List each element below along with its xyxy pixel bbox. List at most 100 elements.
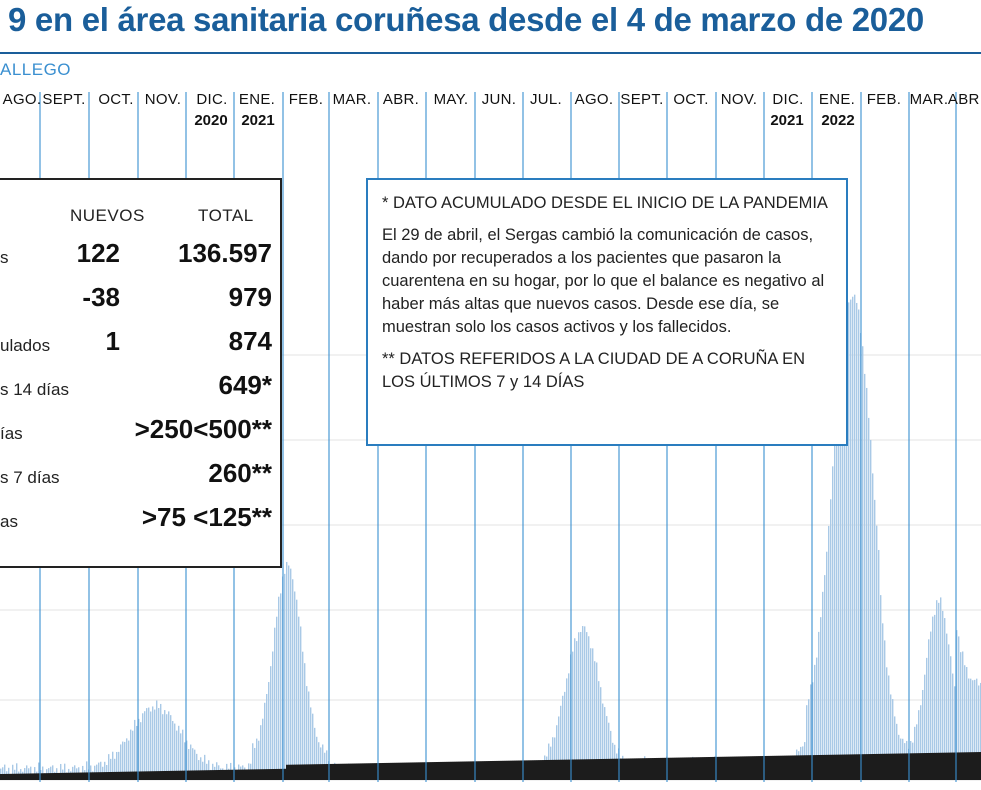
- cumulative-bar: [340, 763, 342, 780]
- daily-case-bar: [938, 602, 940, 779]
- daily-case-bar: [926, 657, 928, 779]
- cumulative-bar: [152, 771, 154, 780]
- daily-case-bar: [34, 767, 36, 779]
- cumulative-bar: [796, 755, 798, 780]
- stat-row: ías >250<500**: [0, 414, 280, 454]
- cumulative-bar: [760, 756, 762, 780]
- daily-case-bar: [150, 711, 152, 779]
- daily-case-bar: [606, 716, 608, 779]
- cumulative-bar: [604, 758, 606, 780]
- cumulative-bar: [232, 769, 234, 780]
- cumulative-bar: [72, 772, 74, 780]
- cumulative-bar: [914, 753, 916, 780]
- daily-case-bar: [182, 729, 184, 779]
- cumulative-bar: [922, 753, 924, 780]
- daily-case-bar: [168, 711, 170, 779]
- cumulative-bar: [568, 759, 570, 780]
- cumulative-bar: [204, 770, 206, 780]
- month-labels: AGO. SEPT. OCT. NOV. DIC. ENE. FEB. MAR. ABR. MAY…: [3, 91, 981, 108]
- cumulative-bar: [372, 763, 374, 780]
- daily-case-bar: [920, 705, 922, 779]
- cumulative-bar: [654, 758, 656, 780]
- daily-case-bar: [966, 667, 968, 779]
- daily-case-bar: [260, 725, 262, 779]
- daily-case-bar: [184, 742, 186, 779]
- cumulative-bar: [714, 756, 716, 780]
- cumulative-bar: [650, 758, 652, 780]
- daily-case-bar: [268, 682, 270, 779]
- daily-case-bar: [894, 716, 896, 779]
- daily-case-bar: [278, 596, 280, 779]
- cumulative-bar: [188, 770, 190, 780]
- month-label: FEB.: [289, 91, 324, 108]
- daily-case-bar: [138, 718, 140, 779]
- month-label: MAR.: [910, 91, 949, 108]
- month-label: NOV.: [145, 91, 182, 108]
- cumulative-bar: [332, 763, 334, 780]
- cumulative-bar: [514, 760, 516, 780]
- daily-case-bar: [944, 618, 946, 779]
- cumulative-bar: [50, 773, 52, 780]
- cumulative-bar: [636, 758, 638, 780]
- cumulative-bar: [108, 772, 110, 780]
- cumulative-bar: [638, 758, 640, 780]
- daily-case-bar: [814, 664, 816, 779]
- cumulative-bar: [158, 771, 160, 780]
- daily-case-bar: [834, 444, 836, 779]
- daily-case-bar: [30, 766, 32, 779]
- cumulative-bar: [576, 759, 578, 780]
- daily-case-bar: [824, 575, 826, 779]
- cumulative-bar: [600, 758, 602, 780]
- cumulative-bar: [162, 771, 164, 780]
- daily-case-bar: [866, 387, 868, 779]
- cumulative-bar: [44, 773, 46, 780]
- daily-case-bar: [936, 600, 938, 779]
- cumulative-bar: [970, 752, 972, 780]
- cumulative-bar: [776, 755, 778, 780]
- cumulative-bar: [36, 773, 38, 780]
- source-label: ALLEGO: [0, 60, 72, 79]
- cumulative-bar: [146, 771, 148, 780]
- cumulative-bar: [92, 772, 94, 780]
- cumulative-bar: [214, 770, 216, 780]
- cumulative-bar: [790, 755, 792, 780]
- daily-case-bar: [118, 751, 120, 779]
- daily-case-bar: [52, 765, 54, 779]
- cumulative-bar: [128, 771, 130, 780]
- cumulative-bar: [540, 760, 542, 780]
- daily-case-bar: [862, 346, 864, 779]
- cumulative-bar: [58, 772, 60, 780]
- cumulative-bar: [506, 760, 508, 780]
- daily-case-bar: [822, 591, 824, 779]
- daily-case-bar: [126, 738, 128, 779]
- daily-case-bar: [964, 665, 966, 779]
- cumulative-bar: [884, 753, 886, 780]
- cumulative-bar: [96, 772, 98, 780]
- daily-case-bar: [554, 737, 556, 779]
- daily-case-bar: [164, 710, 166, 779]
- cumulative-bar: [730, 756, 732, 780]
- cumulative-bar: [482, 761, 484, 780]
- daily-case-bar: [82, 765, 84, 779]
- cumulative-bar: [972, 752, 974, 780]
- cumulative-bar: [558, 759, 560, 780]
- cumulative-bar: [434, 762, 436, 780]
- month-label: OCT.: [98, 91, 133, 108]
- cumulative-bar: [306, 764, 308, 780]
- daily-case-bar: [880, 595, 882, 779]
- daily-case-bar: [320, 747, 322, 779]
- stat-row: as >75 <125**: [0, 502, 280, 542]
- cumulative-bar: [350, 763, 352, 780]
- cumulative-bar: [98, 772, 100, 780]
- stats-header-total: TOTAL: [198, 206, 254, 225]
- cumulative-bar: [754, 756, 756, 780]
- cumulative-bar: [802, 755, 804, 780]
- cumulative-bar: [748, 756, 750, 780]
- cumulative-bar: [56, 772, 58, 780]
- daily-case-bar: [886, 667, 888, 779]
- daily-case-bar: [262, 718, 264, 779]
- cumulative-bar: [28, 773, 30, 780]
- daily-case-bar: [914, 726, 916, 779]
- daily-case-bar: [600, 687, 602, 779]
- cumulative-bar: [366, 763, 368, 780]
